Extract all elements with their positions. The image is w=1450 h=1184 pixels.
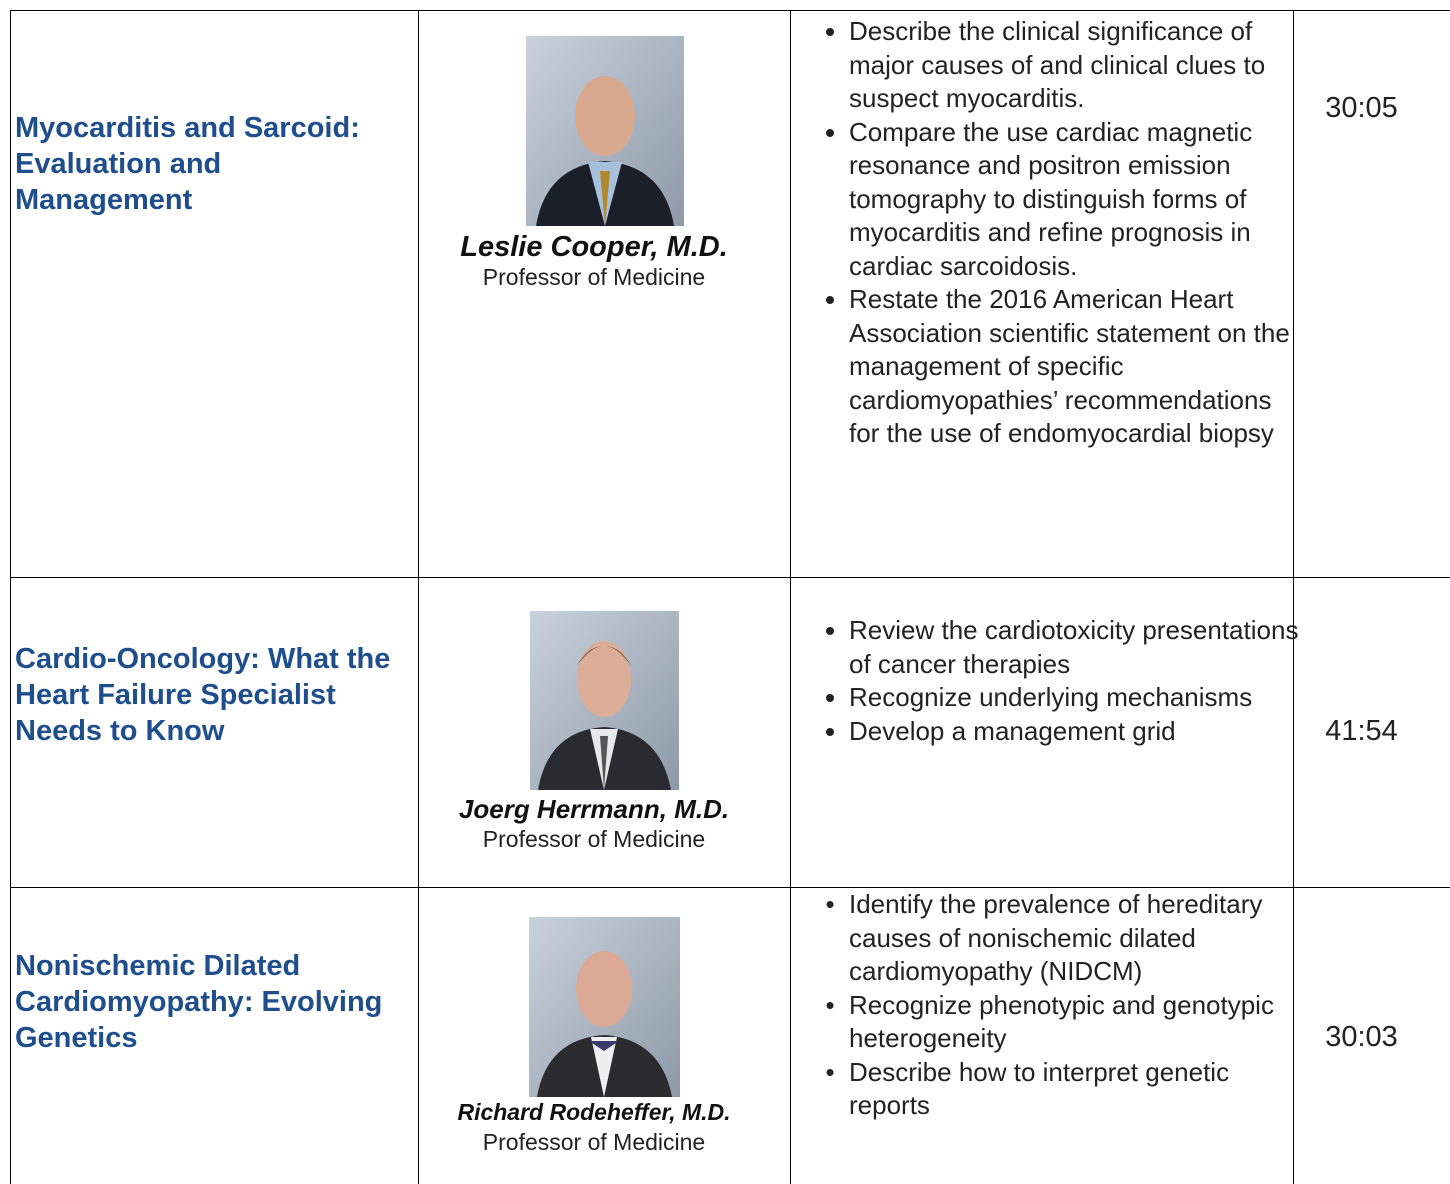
objective: Recognize underlying mechanisms: [849, 681, 1299, 715]
session-title: Cardio-Oncology: What the Heart Failure …: [15, 643, 391, 747]
objective: Develop a management grid: [849, 715, 1299, 749]
speaker-name: Richard Rodeheffer, M.D.: [457, 1099, 731, 1125]
speaker-name: Joerg Herrmann, M.D.: [458, 794, 730, 824]
speaker-role: Professor of Medicine: [482, 826, 706, 852]
border: [418, 10, 419, 1184]
speaker-photo: [526, 36, 684, 226]
border: [790, 10, 791, 1184]
objectives: Identify the prevalence of hereditary ca…: [820, 888, 1299, 1123]
row-border: [10, 10, 1450, 578]
objective: Compare the use cardiac magnetic resonan…: [849, 116, 1299, 284]
objective: Describe the clinical significance of ma…: [849, 15, 1299, 116]
session-title: Nonischemic Dilated Cardiomyopathy: Evol…: [15, 950, 383, 1054]
border: [1293, 10, 1294, 1184]
session-title: Myocarditis and Sarcoid: Evaluation and …: [15, 112, 360, 216]
objective: Restate the 2016 American Heart Associat…: [849, 283, 1299, 451]
duration: 30:03: [1325, 1021, 1398, 1053]
speaker-photo: [529, 917, 680, 1097]
objective: Review the cardiotoxicity presentations …: [849, 614, 1299, 681]
speaker-role: Professor of Medicine: [482, 264, 706, 290]
objectives: Describe the clinical significance of ma…: [820, 15, 1299, 451]
objective: Recognize phenotypic and genotypic heter…: [849, 989, 1299, 1056]
speaker-name: Leslie Cooper, M.D.: [460, 231, 728, 263]
speaker-photo: [530, 611, 679, 790]
border: [10, 10, 11, 1184]
objectives: Review the cardiotoxicity presentations …: [820, 614, 1299, 748]
row-border: [10, 577, 1450, 888]
row-border: [10, 887, 1450, 1184]
duration: 41:54: [1325, 715, 1398, 747]
objective: Describe how to interpret genetic report…: [849, 1056, 1299, 1123]
duration: 30:05: [1325, 92, 1398, 124]
speaker-role: Professor of Medicine: [482, 1129, 706, 1155]
objective: Identify the prevalence of hereditary ca…: [849, 888, 1299, 989]
